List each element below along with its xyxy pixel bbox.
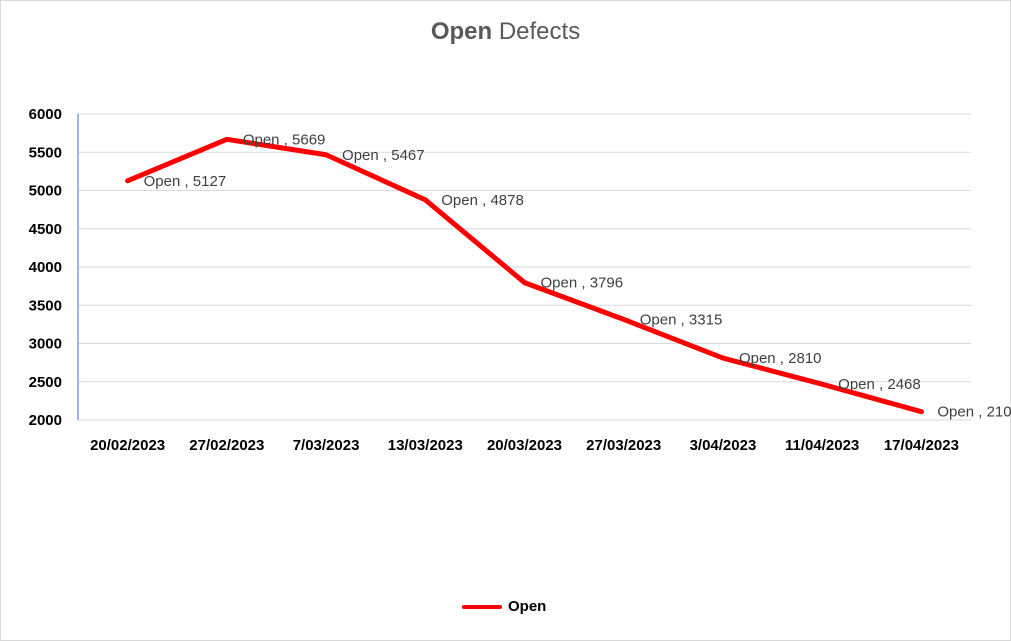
y-tick-label: 2000 <box>29 412 62 429</box>
y-tick-label: 4500 <box>29 221 62 238</box>
data-label: Open , 2810 <box>739 350 822 367</box>
data-label: Open , 3315 <box>640 311 723 328</box>
legend-label: Open <box>508 598 547 615</box>
x-tick-label: 27/02/2023 <box>189 437 264 454</box>
y-tick-label: 3500 <box>29 297 62 314</box>
data-label: Open , 5467 <box>342 147 425 164</box>
x-tick-label: 7/03/2023 <box>293 437 360 454</box>
data-label: Open , 2109 <box>937 404 1011 421</box>
data-label: Open , 2468 <box>838 376 921 393</box>
y-tick-label: 5000 <box>29 183 62 200</box>
y-tick-label: 3000 <box>29 336 62 353</box>
x-tick-label: 11/04/2023 <box>785 437 859 454</box>
x-tick-label: 17/04/2023 <box>884 437 959 454</box>
series-line-open <box>125 136 924 415</box>
x-tick-label: 27/03/2023 <box>586 437 661 454</box>
data-label: Open , 5127 <box>144 173 227 190</box>
x-tick-label: 20/02/2023 <box>90 437 165 454</box>
chart-title: Open Defects <box>0 18 1011 46</box>
y-tick-label: 6000 <box>29 106 62 123</box>
legend-swatch <box>462 604 502 609</box>
chart-title-bold: Open <box>430 18 493 45</box>
legend: Open <box>462 598 546 615</box>
y-tick-label: 5500 <box>29 144 62 161</box>
x-tick-label: 13/03/2023 <box>388 437 463 454</box>
chart-title-rest: Defects <box>492 18 581 45</box>
x-tick-label: 3/04/2023 <box>690 437 757 454</box>
y-tick-label: 4000 <box>29 259 62 276</box>
x-tick-label: 20/03/2023 <box>487 437 562 454</box>
data-label: Open , 5669 <box>243 131 326 148</box>
y-tick-label: 2500 <box>29 374 62 391</box>
data-label: Open , 3796 <box>541 275 624 292</box>
data-label: Open , 4878 <box>441 192 524 209</box>
